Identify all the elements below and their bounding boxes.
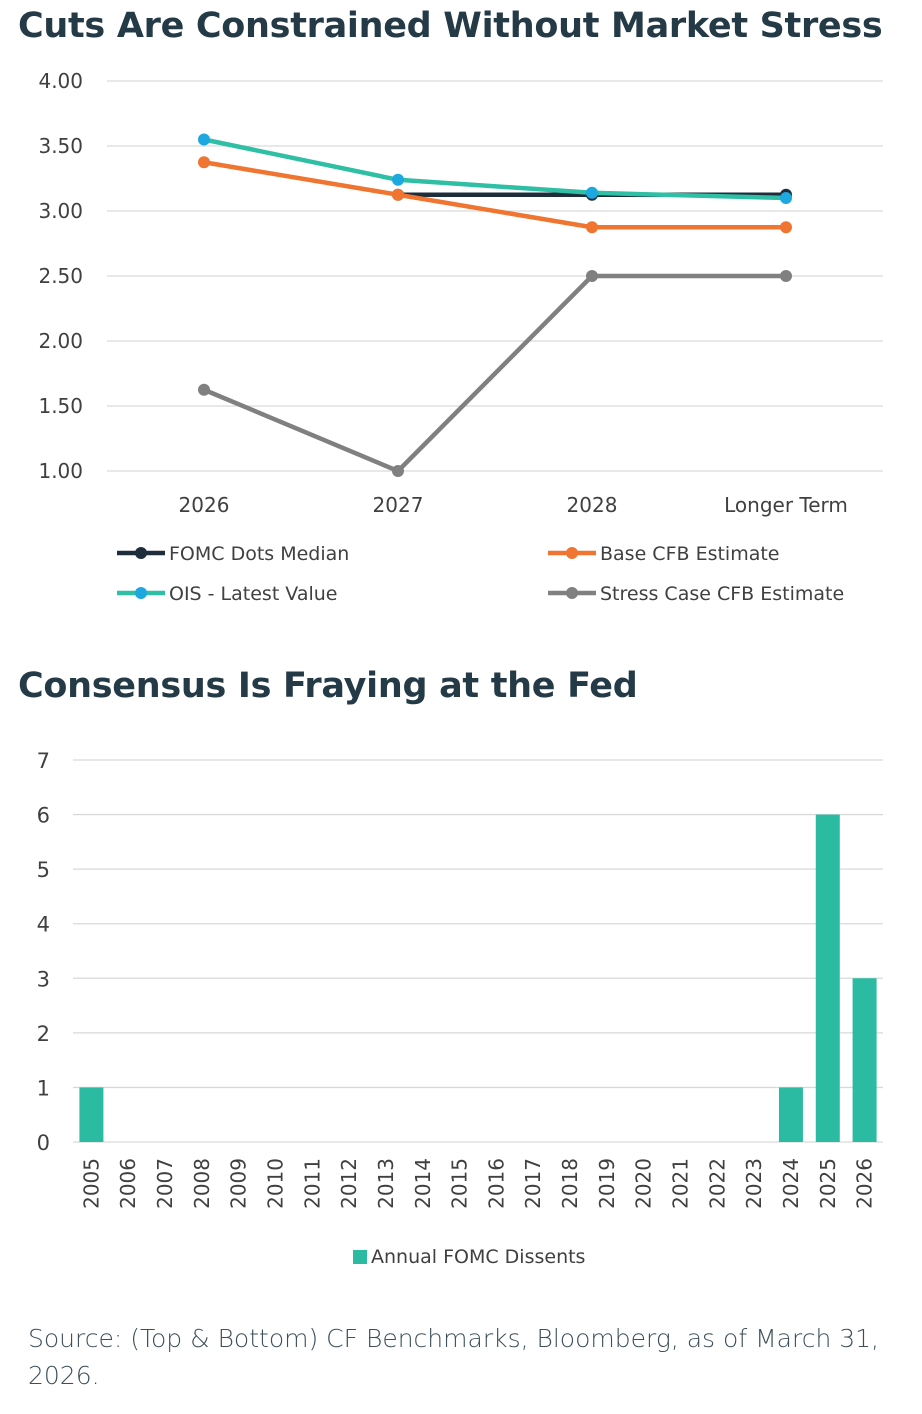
y-tick-label: 6 <box>37 804 50 828</box>
x-tick-label: 2023 <box>742 1158 766 1209</box>
bar <box>852 978 877 1142</box>
x-tick-label: 2026 <box>179 493 230 517</box>
x-tick-label: 2008 <box>190 1158 214 1209</box>
legend-marker <box>135 547 147 559</box>
y-tick-label: 0 <box>37 1131 50 1155</box>
y-tick-label: 4.00 <box>38 69 83 93</box>
x-tick-label: 2027 <box>373 493 424 517</box>
line-chart: 1.00 1.50 2.00 2.50 3.00 3.50 4.00 2026 2027 2028… <box>38 69 883 605</box>
y-tick-label: 4 <box>37 913 50 937</box>
x-tick-label: 2010 <box>264 1158 288 1209</box>
x-tick-label: 2017 <box>521 1158 545 1209</box>
x-tick-label: 2011 <box>300 1158 324 1209</box>
legend-label: Stress Case CFB Estimate <box>600 583 844 605</box>
legend-label: FOMC Dots Median <box>169 543 349 565</box>
x-tick-label: 2022 <box>705 1158 729 1209</box>
x-tick-label: 2016 <box>484 1158 508 1209</box>
x-tick-label: 2013 <box>374 1158 398 1209</box>
x-tick-label: 2020 <box>632 1158 656 1209</box>
data-point <box>392 465 404 477</box>
data-point <box>392 173 404 186</box>
data-point <box>198 156 210 169</box>
legend-label: OIS - Latest Value <box>169 583 338 605</box>
x-tick-label: 2025 <box>816 1158 840 1209</box>
x-tick-label: 2019 <box>595 1158 619 1209</box>
data-point <box>198 133 210 146</box>
top-chart-title: Cuts Are Constrained Without Market Stre… <box>18 6 883 46</box>
y-tick-label: 3.50 <box>38 134 83 158</box>
y-tick-label: 7 <box>37 749 50 773</box>
legend-marker <box>135 587 147 599</box>
bottom-chart-title: Consensus Is Fraying at the Fed <box>18 666 638 706</box>
data-point <box>586 186 598 199</box>
legend-marker <box>566 547 578 559</box>
data-point <box>586 221 598 234</box>
bar <box>79 1087 104 1142</box>
y-tick-label: 2.50 <box>38 264 83 288</box>
x-tick-label: 2012 <box>337 1158 361 1209</box>
source-note: Source: (Top & Bottom) CF Benchmarks, Bl… <box>28 1324 879 1390</box>
x-tick-label: 2007 <box>153 1158 177 1209</box>
series-line-1 <box>201 160 789 230</box>
data-point <box>392 188 404 201</box>
legend-label: Annual FOMC Dissents <box>371 1246 585 1268</box>
data-point <box>780 192 792 204</box>
legend-swatch <box>353 1250 367 1264</box>
data-point <box>780 221 792 234</box>
legend-marker <box>566 587 578 599</box>
bar-chart: 0 1 2 3 4 5 6 7 2005 2006 2007 2008 2009 2010 2011 2012… <box>37 749 883 1268</box>
y-tick-label: 1.00 <box>38 459 83 483</box>
y-tick-label: 2.00 <box>38 329 83 353</box>
x-tick-label: 2015 <box>448 1158 472 1209</box>
data-point <box>586 270 598 282</box>
data-point <box>198 383 210 396</box>
y-tick-label: 3.00 <box>38 199 83 223</box>
y-tick-label: 1.50 <box>38 394 83 418</box>
bar <box>778 1087 803 1142</box>
y-tick-label: 1 <box>37 1076 50 1100</box>
series-line-3 <box>201 273 789 474</box>
x-tick-label: 2009 <box>227 1158 251 1209</box>
y-tick-label: 5 <box>37 858 50 882</box>
x-tick-label: 2018 <box>558 1158 582 1209</box>
x-tick-label: 2024 <box>779 1158 803 1209</box>
x-tick-label: 2028 <box>567 493 618 517</box>
series-line-2 <box>201 137 789 201</box>
y-tick-label: 2 <box>37 1022 50 1046</box>
data-point <box>780 270 792 282</box>
x-tick-label: 2006 <box>116 1158 140 1209</box>
x-tick-label: Longer Term <box>724 493 848 517</box>
x-tick-label: 2021 <box>669 1158 693 1209</box>
legend-label: Base CFB Estimate <box>600 543 780 565</box>
y-tick-label: 3 <box>37 967 50 991</box>
x-tick-label: 2026 <box>853 1158 877 1209</box>
x-tick-label: 2014 <box>411 1158 435 1209</box>
x-tick-label: 2005 <box>79 1158 103 1209</box>
bar <box>815 814 840 1142</box>
